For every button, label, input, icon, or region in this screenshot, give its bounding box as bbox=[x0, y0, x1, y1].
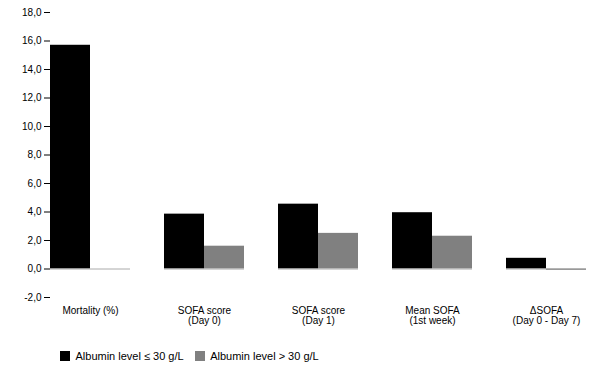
svg-text:SOFA score(Day 0): SOFA score(Day 0) bbox=[178, 305, 232, 326]
svg-text:0,0: 0,0 bbox=[28, 263, 42, 274]
svg-text:12,0: 12,0 bbox=[22, 92, 42, 103]
html-text:Albumin level ≤ 30 g/L: Albumin level ≤ 30 g/L bbox=[75, 349, 184, 362]
svg-text:2,0: 2,0 bbox=[28, 235, 42, 246]
svg-text:14,0: 14,0 bbox=[22, 64, 42, 75]
svg-text:SOFA score(Day 1): SOFA score(Day 1) bbox=[292, 305, 346, 326]
svg-text:-2,0: -2,0 bbox=[24, 292, 42, 303]
svg-text:4,0: 4,0 bbox=[28, 206, 42, 217]
html-text:Albumin level > 30 g/L: Albumin level > 30 g/L bbox=[210, 349, 319, 362]
svg-text:Mean SOFA(1st week): Mean SOFA(1st week) bbox=[405, 305, 460, 326]
svg-text:18,0: 18,0 bbox=[22, 7, 42, 18]
svg-text:6,0: 6,0 bbox=[28, 178, 42, 189]
svg-text:Mortality (%): Mortality (%) bbox=[62, 305, 118, 316]
svg-text:10,0: 10,0 bbox=[22, 121, 42, 132]
svg-text:16,0: 16,0 bbox=[22, 35, 42, 46]
svg-text:ΔSOFA(Day 0 - Day 7): ΔSOFA(Day 0 - Day 7) bbox=[513, 305, 581, 326]
svg-text:8,0: 8,0 bbox=[28, 149, 42, 160]
